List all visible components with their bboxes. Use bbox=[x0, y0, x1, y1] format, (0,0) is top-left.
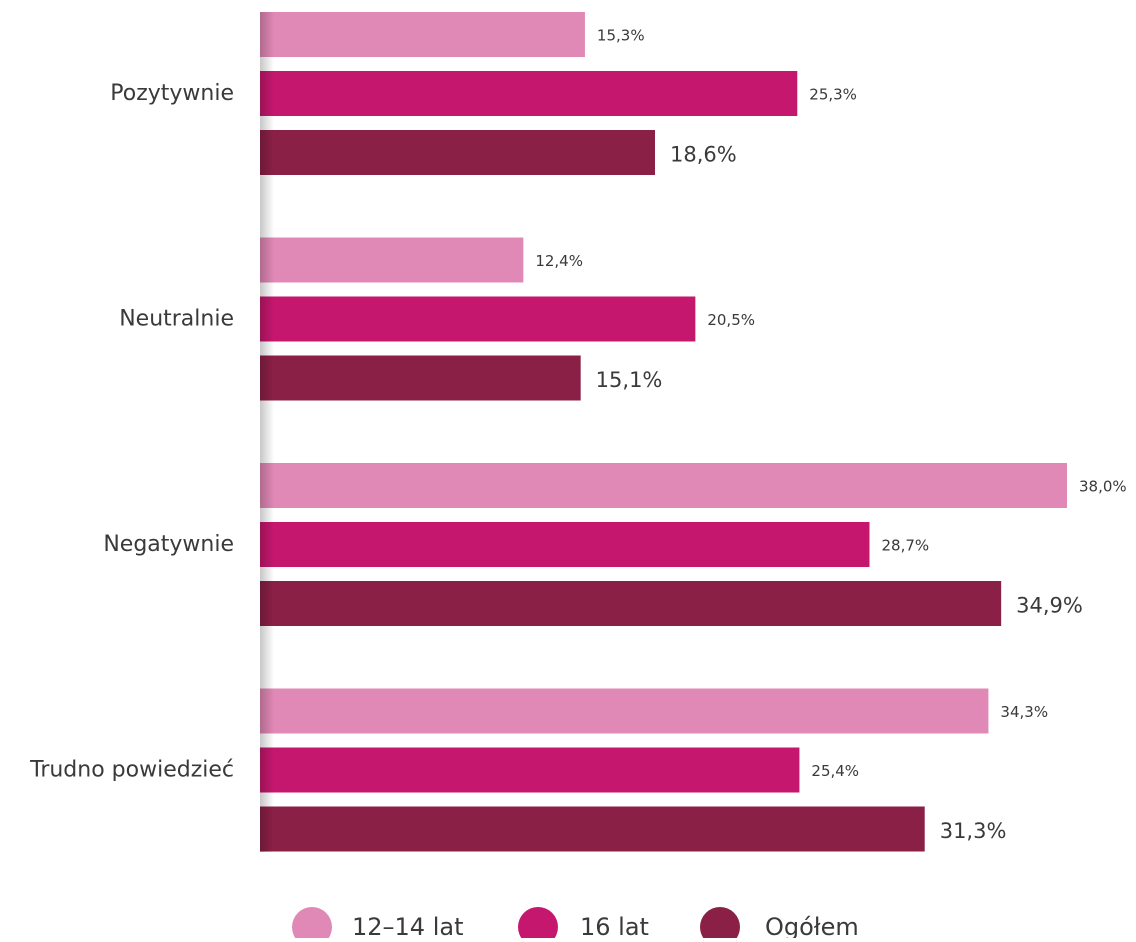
data-label: 34,9% bbox=[1016, 594, 1083, 618]
bar bbox=[260, 12, 585, 57]
data-label: 15,3% bbox=[597, 27, 645, 45]
labels-layer: Pozytywnie 15,3% 25,3% 18,6% Neutralnie 12,4%… bbox=[29, 27, 1127, 844]
data-label: 20,5% bbox=[707, 311, 755, 329]
legend-label: 16 lat bbox=[580, 913, 649, 938]
bar bbox=[260, 688, 989, 734]
bars-layer bbox=[260, 12, 1067, 852]
axis-shadow bbox=[260, 12, 274, 852]
category-label: Trudno powiedzieć bbox=[29, 758, 234, 783]
legend: 12–14 lat 16 lat Ogółem bbox=[292, 907, 859, 942]
bar bbox=[260, 581, 1002, 626]
bar bbox=[260, 522, 870, 567]
legend-marker bbox=[292, 907, 332, 942]
data-label: 25,4% bbox=[811, 762, 859, 780]
data-label: 18,6% bbox=[670, 143, 737, 167]
bar bbox=[260, 237, 524, 283]
data-label: 31,3% bbox=[940, 819, 1007, 843]
data-label: 15,1% bbox=[596, 368, 663, 392]
bar bbox=[260, 296, 696, 342]
data-label: 25,3% bbox=[809, 86, 857, 104]
legend-marker bbox=[700, 907, 740, 942]
legend-label: 12–14 lat bbox=[352, 913, 464, 938]
bar bbox=[260, 355, 581, 401]
bar bbox=[260, 130, 656, 175]
bar bbox=[260, 747, 800, 793]
data-label: 38,0% bbox=[1079, 478, 1127, 496]
bar bbox=[260, 463, 1067, 508]
data-label: 12,4% bbox=[535, 252, 583, 270]
category-label: Pozytywnie bbox=[110, 81, 234, 106]
data-label: 28,7% bbox=[881, 537, 929, 555]
category-label: Neutralnie bbox=[119, 307, 234, 332]
data-label: 34,3% bbox=[1000, 703, 1048, 721]
legend-marker bbox=[518, 907, 558, 942]
bar bbox=[260, 71, 798, 116]
bar bbox=[260, 806, 925, 852]
category-label: Negatywnie bbox=[103, 532, 234, 557]
legend-label: Ogółem bbox=[765, 913, 859, 938]
